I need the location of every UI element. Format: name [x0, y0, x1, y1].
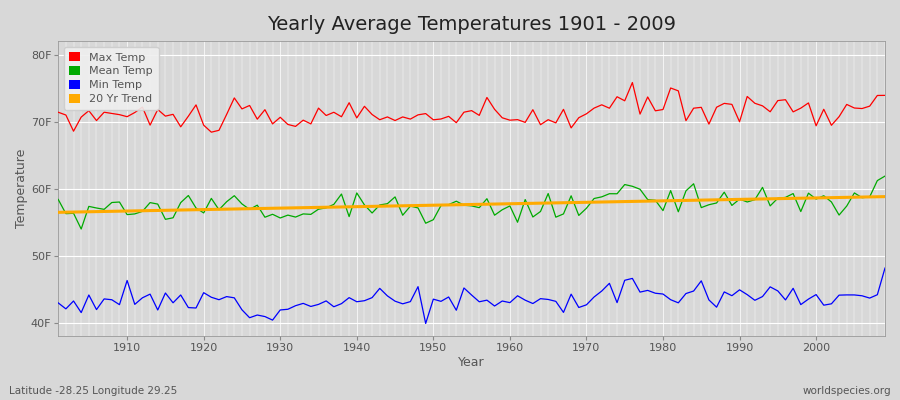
- Text: Latitude -28.25 Longitude 29.25: Latitude -28.25 Longitude 29.25: [9, 386, 177, 396]
- Title: Yearly Average Temperatures 1901 - 2009: Yearly Average Temperatures 1901 - 2009: [267, 15, 676, 34]
- Y-axis label: Temperature: Temperature: [15, 149, 28, 228]
- Text: worldspecies.org: worldspecies.org: [803, 386, 891, 396]
- X-axis label: Year: Year: [458, 356, 485, 369]
- Legend: Max Temp, Mean Temp, Min Temp, 20 Yr Trend: Max Temp, Mean Temp, Min Temp, 20 Yr Tre…: [64, 47, 158, 110]
